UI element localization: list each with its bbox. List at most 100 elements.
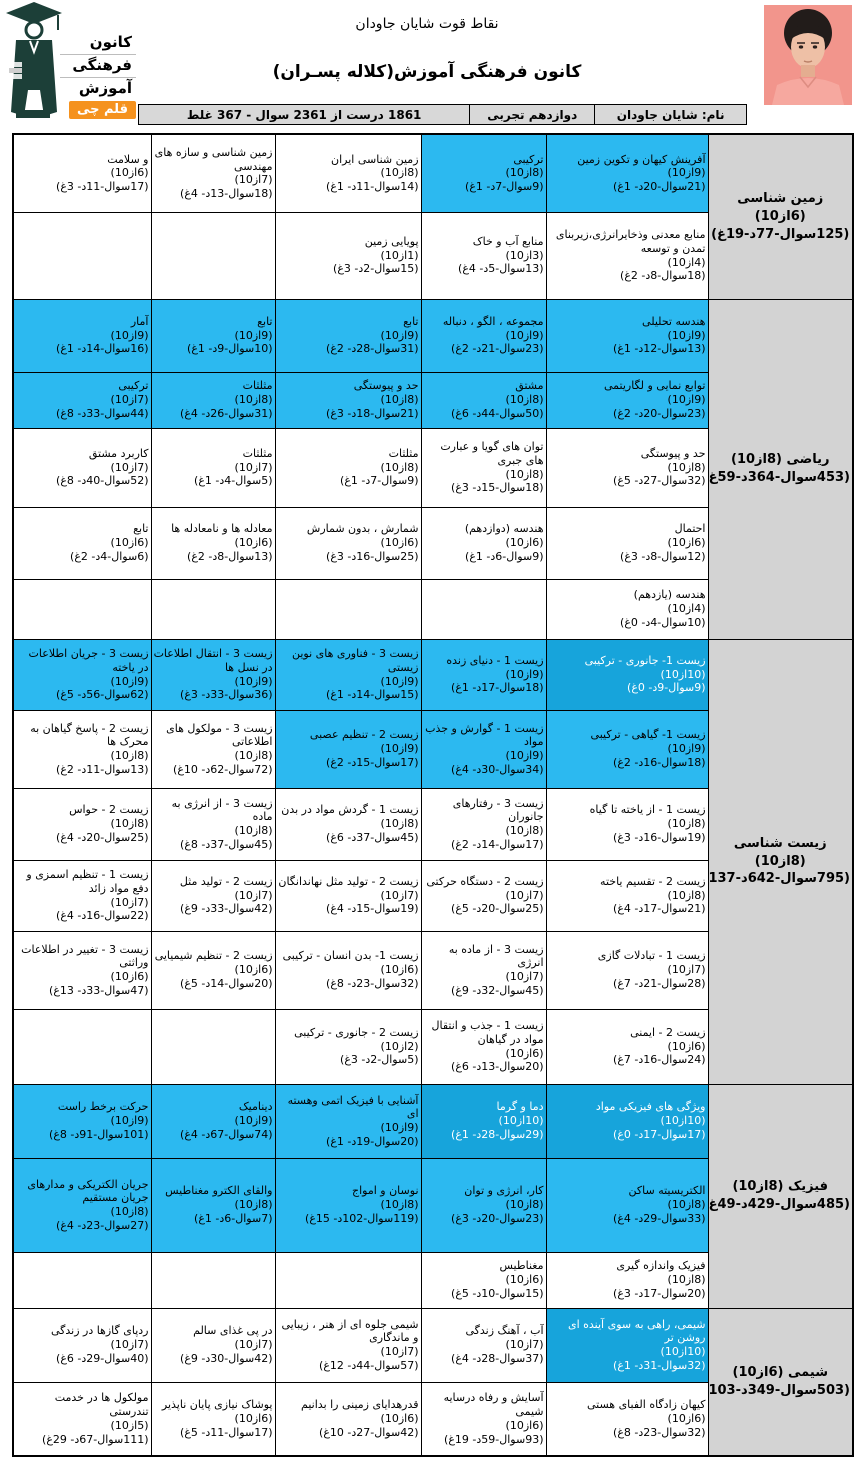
topic-cell: مغناطیس (6از10) (15سوال-10د- 5غ) bbox=[420, 1251, 547, 1309]
topic-title: حد و پیوستگی bbox=[640, 446, 706, 460]
topic-stats: (45سوال-32د- 9غ) bbox=[451, 983, 544, 997]
topic-row: حد و پیوستگی (8از10) (32سوال-27د- 5غ) توان … bbox=[12, 427, 853, 508]
topic-title: زیست 2 - تنظیم عصبی bbox=[309, 728, 419, 742]
topic-cell: کاربرد مشتق (7از10) (52سوال-40د- 8غ) bbox=[12, 427, 152, 508]
topic-stats: (9سوال-7د- 1غ) bbox=[465, 180, 544, 194]
topic-stats: (23سوال-20د- 3غ) bbox=[451, 1211, 544, 1225]
topic-cell: ترکیبی (7از10) (44سوال-33د- 8غ) bbox=[12, 371, 152, 429]
topic-row: ریاضی (8از10) (453سوال-364د-59غ) هندسه تحل… bbox=[12, 298, 854, 640]
center-name: کانون فرهنگی آموزش(کلاله پسـران) bbox=[272, 62, 582, 82]
topic-title: زیست 3 - رفتارهای جانوران bbox=[452, 796, 544, 824]
topic-cell: الکتریسیته ساکن (8از10) (33سوال-29د- 4غ) bbox=[545, 1157, 709, 1253]
topic-stats: (13سوال-11د- 2غ) bbox=[56, 762, 149, 776]
topic-cell: زیست 2 - تنظیم عصبی (9از10) (17سوال-15د- 2… bbox=[274, 709, 422, 789]
topic-stats: (57سوال-44د- 12غ) bbox=[319, 1358, 419, 1372]
topic-stats: (13سوال-8د- 2غ) bbox=[187, 549, 273, 563]
topic-cell: شمارش ، بدون شمارش (6از10) (25سوال-16د- 3غ… bbox=[274, 506, 422, 580]
topic-score: (6از10) bbox=[234, 1411, 273, 1425]
topic-cell: زیست 3 - جریان اطلاعات در یاخته (9از10) (6… bbox=[12, 638, 152, 711]
topic-stats: (10سوال-9د- 1غ) bbox=[187, 342, 273, 356]
topic-title: زیست 3 - جریان اطلاعات در یاخته bbox=[28, 647, 149, 674]
topic-cell: زیست 3 - از انرژی به ماده (8از10) (45سوال-… bbox=[150, 787, 276, 861]
topic-cell: آفرینش کیهان و تکوین زمین (9از10) (21سوال-… bbox=[545, 133, 709, 213]
topic-stats: (18سوال-15د- 3غ) bbox=[451, 481, 544, 495]
topic-score: (6از10) bbox=[667, 1411, 706, 1425]
topic-score: (9از10) bbox=[110, 674, 149, 688]
topic-cell: زیست 1 - گردش مواد در بدن (8از10) (45سوال-… bbox=[274, 787, 422, 861]
topic-stats: (15سوال-14د- 1غ) bbox=[326, 688, 419, 702]
topic-cell: زیست 1 - تبادلات گازی (7از10) (28سوال-21د-… bbox=[545, 930, 709, 1010]
topic-stats: (21سوال-20د- 1غ) bbox=[613, 180, 706, 194]
topic-cell: دما و گرما (10از10) (29سوال-28د- 1غ) bbox=[420, 1083, 547, 1159]
student-name: نام: شایان جاودان bbox=[594, 104, 747, 125]
topic-cell: و سلامت (6از10) (17سوال-11د- 3غ) bbox=[12, 133, 152, 213]
topic-score: (8از10) bbox=[667, 1273, 706, 1287]
topic-score: (4از10) bbox=[667, 255, 706, 269]
topic-stats: (20سوال-17د- 3غ) bbox=[613, 1286, 706, 1300]
topic-stats: (42سوال-27د- 10غ) bbox=[319, 1425, 419, 1439]
topic-title: زیست 3 - از انرژی به ماده bbox=[171, 796, 273, 824]
topic-stats: (20سوال-19د- 1غ) bbox=[326, 1134, 419, 1148]
topic-title: کار، انرژی و توان bbox=[464, 1184, 544, 1198]
topic-stats: (14سوال-11د- 1غ) bbox=[326, 180, 419, 194]
topic-stats: (93سوال-59د- 19غ) bbox=[444, 1432, 544, 1446]
topic-title: تابع bbox=[133, 522, 149, 536]
topic-stats: (18سوال-8د- 2غ) bbox=[620, 269, 706, 283]
topic-score: (9از10) bbox=[110, 328, 149, 342]
topic-stats: (25سوال-20د- 4غ) bbox=[56, 830, 149, 844]
topic-title: مثلثات bbox=[242, 379, 273, 393]
topic-stats: (5سوال-2د- 3غ) bbox=[340, 1053, 419, 1067]
topic-score: (3از10) bbox=[505, 248, 544, 262]
topic-cell: ترکیبی (8از10) (9سوال-7د- 1غ) bbox=[420, 133, 547, 213]
topic-score: (9از10) bbox=[505, 749, 544, 762]
topic-stats: (21سوال-18د- 3غ) bbox=[326, 406, 419, 420]
topic-score: (6از10) bbox=[380, 536, 419, 550]
topic-cell: زیست 2 - تولید مثل (7از10) (42سوال-33د- 9غ… bbox=[150, 859, 276, 932]
topic-title: آفرینش کیهان و تکوین زمین bbox=[577, 152, 706, 166]
topic-stats: (36سوال-33د- 3غ) bbox=[180, 688, 273, 702]
topic-title: احتمال bbox=[674, 522, 706, 536]
topic-stats: (50سوال-44د- 6غ) bbox=[451, 406, 544, 420]
topic-score: (7از10) bbox=[505, 888, 544, 902]
topic-score: (8از10) bbox=[380, 460, 419, 474]
subject-stats: (485سوال-429د-49غ) bbox=[708, 1197, 850, 1212]
topic-cell: مشتق (8از10) (50سوال-44د- 6غ) bbox=[420, 371, 547, 429]
topic-title: زیست 2 - تولید مثل bbox=[179, 874, 273, 888]
topic-title: مغناطیس bbox=[499, 1259, 544, 1273]
topic-title: زیست 3 - انتقال اطلاعات در نسل ها bbox=[153, 647, 273, 674]
topic-cell: زیست 1 - جذب و انتقال مواد در گیاهان (6از… bbox=[420, 1008, 547, 1085]
topic-cell: زیست 1- جانوری - ترکیبی (10از10) (9سوال-9د… bbox=[545, 638, 709, 711]
topic-cell: قدرهدایای زمینی را بدانیم (6از10) (42سوال-… bbox=[274, 1381, 422, 1457]
topic-stats: (31سوال-26د- 4غ) bbox=[180, 406, 273, 420]
topic-stats: (17سوال-11د- 5غ) bbox=[180, 1425, 273, 1439]
topic-cell: والقای الکترو مغناطیس (8از10) (7سوال-6د- 1… bbox=[150, 1157, 276, 1253]
topic-title: ترکیبی bbox=[513, 152, 544, 166]
topic-title: زیست 1 - دنیای زنده bbox=[446, 653, 544, 667]
topic-cell: زیست 3 - انتقال اطلاعات در نسل ها (9از10)… bbox=[150, 638, 276, 711]
topic-stats: (32سوال-23د- 8غ) bbox=[613, 1425, 706, 1439]
topic-cell: تابع (6از10) (6سوال-4د- 2غ) bbox=[12, 506, 152, 580]
empty-cell bbox=[12, 211, 152, 300]
topic-score: (7از10) bbox=[380, 1345, 419, 1358]
topic-title: آسایش و رفاه درسایه شیمی bbox=[443, 1391, 544, 1418]
topic-row: زیست شناسی (8از10)(795سوال-642د-137غ)زیس… bbox=[12, 638, 854, 1085]
topic-title: مولکول ها در خدمت تندرستی bbox=[54, 1391, 149, 1418]
topic-cell: کار، انرژی و توان (8از10) (23سوال-20د- 3غ) bbox=[420, 1157, 547, 1253]
topic-title: زیست 1- بدن انسان - ترکیبی bbox=[282, 949, 419, 963]
topic-title: زیست 3 - فناوری های نوین زیستی bbox=[291, 647, 419, 674]
topic-stats: (24سوال-16د- 7غ) bbox=[613, 1053, 706, 1067]
topic-title: دما و گرما bbox=[496, 1100, 544, 1114]
topic-title: منابع معدنی وذخایرانرژی،زیربنای تمدن و ت… bbox=[555, 228, 706, 255]
topic-score: (9از10) bbox=[234, 328, 273, 342]
topic-title: مثلثات bbox=[242, 446, 273, 460]
topic-cell: در پی غذای سالم (7از10) (42سوال-30د- 9غ) bbox=[150, 1307, 276, 1383]
topic-cell: منابع معدنی وذخایرانرژی،زیربنای تمدن و ت… bbox=[545, 211, 709, 300]
topic-title: توان های گویا و عبارت های جبری bbox=[440, 440, 544, 467]
logo-word: آموزش bbox=[60, 76, 136, 100]
topic-stats: (19سوال-16د- 3غ) bbox=[613, 830, 706, 844]
report-header: کانون فرهنگی آموزش قلم چی نقاط قوت شایان… bbox=[0, 0, 854, 133]
topic-stats: (9سوال-7د- 1غ) bbox=[340, 474, 419, 488]
topic-cell: شیمی، راهی به سوی آینده ای روشن تر (10از1… bbox=[545, 1307, 709, 1383]
topic-row: زیست 2 - تقسیم یاخته (8از10) (21سوال-17د- … bbox=[12, 859, 853, 932]
topic-stats: (19سوال-15د- 4غ) bbox=[326, 902, 419, 916]
